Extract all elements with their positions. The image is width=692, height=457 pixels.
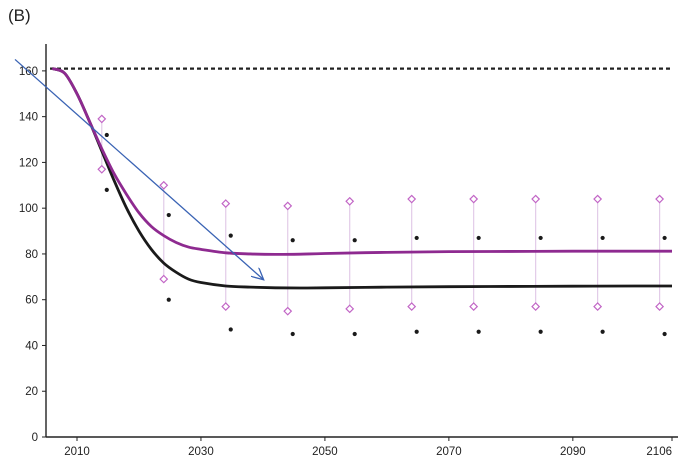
marker-magenta-upper	[159, 180, 169, 190]
marker-magenta-lower	[469, 302, 479, 312]
marker-black-upper	[290, 238, 295, 243]
marker-magenta-lower	[97, 164, 107, 174]
marker-magenta-lower	[283, 306, 293, 316]
x-tick-label: 2070	[436, 446, 462, 457]
marker-magenta-upper	[407, 194, 417, 204]
axes	[42, 44, 678, 441]
marker-black-lower	[290, 331, 295, 337]
marker-black-upper	[166, 212, 171, 218]
y-tick-label: 140	[19, 112, 38, 124]
marker-black-upper	[662, 235, 667, 241]
y-tick-label: 40	[25, 340, 38, 352]
y-tick-label: 100	[19, 203, 38, 215]
tick-labels: 0204060801001201401602010203020502070209…	[19, 66, 672, 457]
x-tick-label: 2050	[312, 446, 338, 457]
marker-black-lower	[476, 329, 481, 334]
y-tick-label: 0	[32, 432, 38, 444]
marker-magenta-lower	[345, 304, 355, 314]
panel-label: (B)	[8, 6, 31, 25]
marker-black-upper	[104, 132, 109, 138]
y-tick-label: 20	[25, 386, 38, 398]
marker-magenta-lower	[407, 302, 417, 312]
marker-black-lower	[414, 329, 419, 334]
series-lines	[51, 67, 673, 290]
marker-black-lower	[104, 187, 109, 192]
marker-magenta-lower	[159, 274, 169, 284]
series-line-black	[51, 67, 673, 290]
marker-magenta-upper	[531, 194, 541, 204]
x-tick-label: 2106	[646, 446, 672, 457]
marker-black-upper	[352, 238, 357, 243]
interval-whiskers	[101, 118, 661, 312]
marker-magenta-lower	[531, 302, 541, 312]
series-line-magenta	[51, 67, 672, 256]
marker-magenta-upper	[655, 194, 665, 204]
x-tick-label: 2090	[560, 446, 586, 457]
marker-black-upper	[414, 235, 419, 241]
marker-black-lower	[166, 297, 171, 302]
x-tick-label: 2030	[188, 446, 214, 457]
y-tick-label: 60	[25, 295, 38, 307]
marker-magenta-upper	[283, 201, 293, 211]
y-tick-label: 120	[19, 157, 38, 169]
marker-black-lower	[352, 331, 357, 337]
marker-black-upper	[476, 235, 481, 241]
marker-magenta-upper	[469, 194, 479, 204]
x-tick-label: 2010	[64, 446, 90, 457]
interval-markers	[97, 114, 667, 337]
marker-magenta-lower	[593, 302, 603, 312]
marker-magenta-lower	[655, 302, 665, 312]
marker-black-upper	[538, 235, 543, 241]
marker-magenta-upper	[221, 199, 231, 209]
marker-black-upper	[228, 233, 233, 238]
marker-magenta-upper	[345, 196, 355, 206]
marker-black-lower	[538, 329, 543, 334]
marker-black-lower	[600, 329, 605, 334]
marker-black-upper	[600, 235, 605, 241]
marker-black-lower	[662, 331, 667, 337]
marker-magenta-lower	[221, 302, 231, 312]
marker-black-lower	[228, 327, 233, 332]
y-tick-label: 80	[25, 249, 38, 261]
marker-magenta-upper	[97, 114, 107, 124]
annotation-arrow	[14, 58, 263, 279]
marker-magenta-upper	[593, 194, 603, 204]
